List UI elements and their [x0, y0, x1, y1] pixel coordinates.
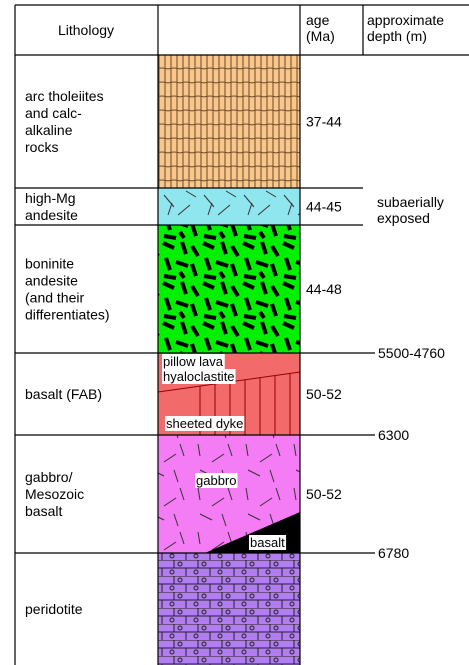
lithology-name: differentiates) — [25, 307, 110, 323]
pattern-label: gabbro — [196, 473, 236, 488]
age: 50-52 — [306, 486, 342, 502]
lithology-name: (and their — [25, 290, 84, 306]
lithology-name: basalt — [25, 503, 62, 519]
lithology-name: gabbro/ — [25, 469, 73, 485]
header-age: (Ma) — [306, 28, 335, 44]
lithology-name: rocks — [25, 139, 58, 155]
lithology-name: and calc- — [25, 105, 82, 121]
peridotite-pattern — [158, 553, 300, 665]
lithology-name: boninite — [25, 256, 74, 272]
boninite-pattern — [158, 225, 300, 353]
depth-boundary: 5500-4760 — [378, 345, 445, 361]
header-depth: depth (m) — [367, 28, 427, 44]
andesite-pattern — [158, 188, 300, 225]
lithology-name: andesite — [25, 207, 78, 223]
depth-exposed: subaerially — [377, 194, 444, 210]
lithology-name: arc tholeiites — [25, 88, 104, 104]
lithology-name: Mesozoic — [25, 486, 84, 502]
depth-boundary: 6780 — [378, 545, 409, 561]
age: 44-45 — [306, 199, 342, 215]
arc-pattern — [158, 55, 300, 188]
age: 44-48 — [306, 281, 342, 297]
age: 50-52 — [306, 386, 342, 402]
lithology-name: peridotite — [25, 601, 83, 617]
pattern-label: sheeted dyke — [166, 416, 243, 431]
pattern-label: basalt — [250, 535, 285, 550]
pattern-label: hyaloclastite — [163, 369, 235, 384]
lithology-name: high-Mg — [25, 190, 76, 206]
stratigraphic-column: Lithology age(Ma) approximatedepth (m) arc… — [0, 0, 469, 665]
lithology-name: basalt (FAB) — [25, 386, 102, 402]
age: 37-44 — [306, 114, 342, 130]
depth-exposed: exposed — [377, 210, 430, 226]
header-lithology: Lithology — [58, 22, 114, 38]
lithology-name: alkaline — [25, 122, 73, 138]
depth-boundary: 6300 — [378, 427, 409, 443]
lithology-name: andesite — [25, 273, 78, 289]
header-age: age — [306, 12, 330, 28]
header-depth: approximate — [367, 12, 444, 28]
pattern-label: pillow lava — [163, 354, 224, 369]
